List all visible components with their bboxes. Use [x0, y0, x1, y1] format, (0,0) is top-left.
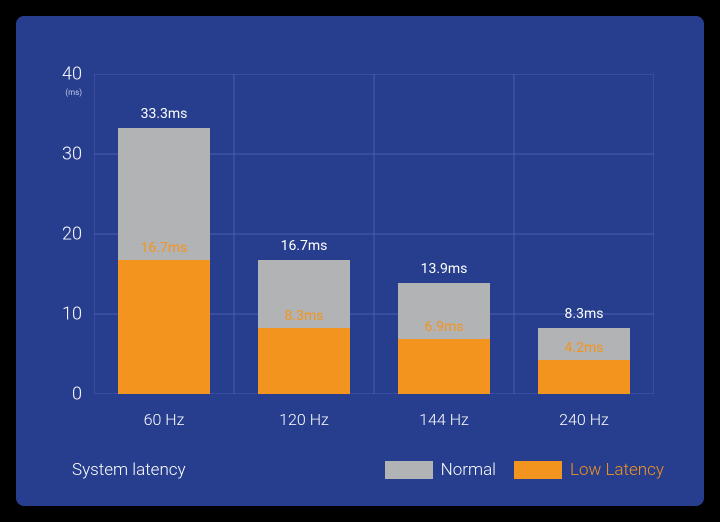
y-tick-label: 40: [62, 64, 82, 85]
legend-label-low: Low Latency: [570, 460, 664, 480]
bar-value-normal: 33.3ms: [118, 106, 210, 122]
bar-group: 33.3ms16.7ms60 Hz: [118, 128, 210, 394]
bar-group: 8.3ms4.2ms240 Hz: [538, 328, 630, 394]
chart-title: System latency: [72, 460, 367, 480]
y-tick-label: 10: [62, 304, 82, 325]
plot-area: (ms) 010203040 33.3ms16.7ms60 Hz16.7ms8.…: [94, 74, 654, 394]
legend-label-normal: Normal: [441, 460, 496, 480]
x-tick-label: 60 Hz: [118, 410, 210, 429]
y-axis-unit: (ms): [65, 88, 82, 97]
bar-low: [258, 328, 350, 394]
bar-group: 16.7ms8.3ms120 Hz: [258, 260, 350, 394]
bar-low: [538, 360, 630, 394]
bar-value-normal: 13.9ms: [398, 261, 490, 277]
legend-swatch-normal: [385, 461, 433, 479]
bar-value-normal: 16.7ms: [258, 238, 350, 254]
bar-value-normal: 8.3ms: [538, 306, 630, 322]
legend: System latency Normal Low Latency: [72, 460, 664, 480]
bar-value-low: 8.3ms: [258, 308, 350, 324]
x-tick-label: 240 Hz: [538, 410, 630, 429]
y-tick-label: 30: [62, 144, 82, 165]
chart-panel: (ms) 010203040 33.3ms16.7ms60 Hz16.7ms8.…: [16, 16, 704, 506]
x-tick-label: 120 Hz: [258, 410, 350, 429]
x-tick-label: 144 Hz: [398, 410, 490, 429]
y-tick-label: 0: [72, 384, 82, 405]
bar-low: [118, 260, 210, 394]
bar-value-low: 6.9ms: [398, 319, 490, 335]
y-tick-label: 20: [62, 224, 82, 245]
bar-value-low: 16.7ms: [118, 240, 210, 256]
legend-item-normal: Normal: [385, 460, 496, 480]
bar-value-low: 4.2ms: [538, 340, 630, 356]
legend-item-low: Low Latency: [514, 460, 664, 480]
legend-swatch-low: [514, 461, 562, 479]
bar-group: 13.9ms6.9ms144 Hz: [398, 283, 490, 394]
bar-low: [398, 339, 490, 394]
